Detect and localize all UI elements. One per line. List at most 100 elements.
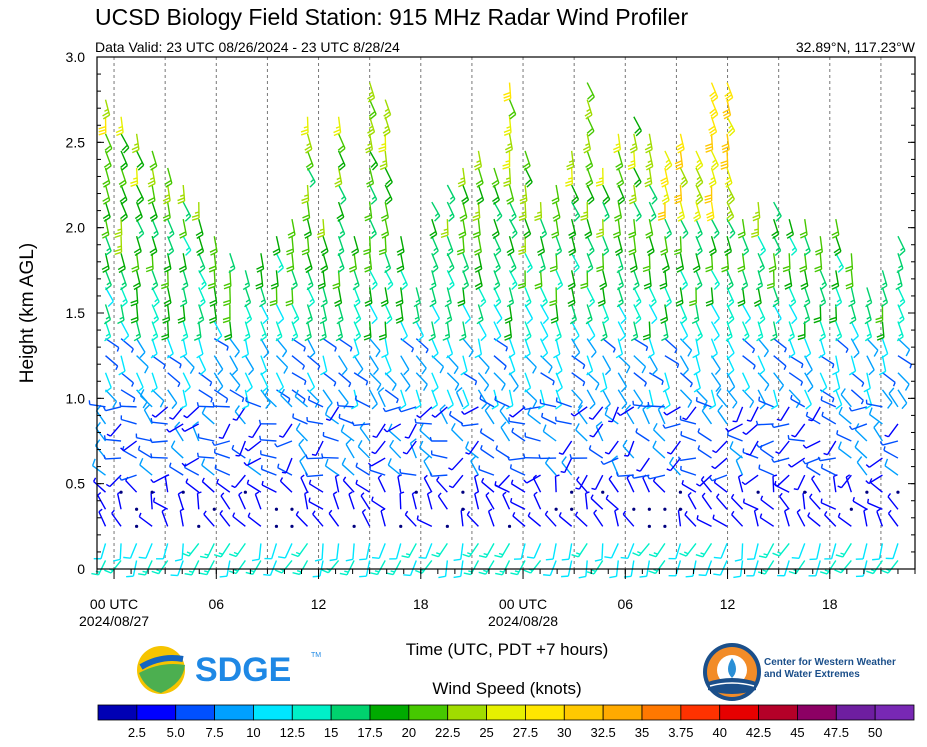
wind-barb xyxy=(199,543,215,559)
wind-barb xyxy=(213,355,224,376)
barb-staff xyxy=(509,420,526,425)
barb-staff xyxy=(369,372,382,385)
barb-half-flag xyxy=(404,510,409,516)
barb-flag xyxy=(396,248,404,253)
barb-flag xyxy=(711,162,718,168)
barb-staff xyxy=(720,543,728,559)
barb-flag xyxy=(353,301,361,308)
colorbar-tick-label: 32.5 xyxy=(590,725,615,740)
wind-barb xyxy=(574,511,588,527)
barb-flag xyxy=(729,232,736,239)
barb-half-flag xyxy=(588,445,592,450)
wind-barb xyxy=(453,560,464,579)
barb-half-flag xyxy=(666,298,671,303)
wind-barb xyxy=(896,490,900,494)
barb-staff xyxy=(431,372,439,388)
wind-barb xyxy=(560,457,573,474)
barb-half-flag xyxy=(152,333,157,337)
barb-flag xyxy=(494,250,502,256)
barb-flag xyxy=(199,301,206,308)
wind-barb xyxy=(542,424,557,442)
wind-barb xyxy=(553,338,561,359)
barb-flag xyxy=(732,401,738,409)
calm-dot xyxy=(849,507,853,511)
barb-flag xyxy=(759,403,766,410)
wind-barb xyxy=(586,560,604,575)
barb-flag xyxy=(661,182,669,188)
wind-barb xyxy=(352,270,360,291)
wind-barb xyxy=(852,496,868,510)
barb-flag xyxy=(766,285,775,290)
barb-half-flag xyxy=(250,569,255,573)
barb-flag xyxy=(121,216,128,222)
wind-barb xyxy=(118,355,126,376)
x-tick-label: 00 UTC xyxy=(499,596,547,612)
barb-staff xyxy=(713,481,728,493)
barb-flag xyxy=(819,301,826,308)
barb-staff xyxy=(757,355,766,371)
wind-barb xyxy=(395,304,404,324)
wind-barb xyxy=(499,404,511,425)
barb-staff xyxy=(251,423,262,438)
barb-flag xyxy=(574,351,581,359)
wind-barb xyxy=(663,507,667,511)
barb-flag xyxy=(511,283,518,291)
barb-flag xyxy=(864,319,872,325)
barb-staff xyxy=(477,321,487,336)
barb-half-flag xyxy=(233,568,239,572)
wind-barb xyxy=(771,218,780,239)
wind-barb xyxy=(384,355,392,376)
barb-staff xyxy=(213,321,223,337)
barb-flag xyxy=(304,145,312,151)
barb-flag xyxy=(121,165,128,171)
barb-staff xyxy=(714,457,728,470)
barb-staff xyxy=(295,514,309,527)
wind-barb xyxy=(493,287,502,308)
barb-half-flag xyxy=(591,569,596,573)
barb-flag xyxy=(665,233,672,239)
barb-flag xyxy=(752,217,760,222)
wind-barb xyxy=(824,543,837,560)
barb-staff xyxy=(509,457,526,461)
barb-staff xyxy=(617,338,624,355)
wind-barb xyxy=(352,524,356,528)
wind-barb xyxy=(431,372,439,393)
barb-staff xyxy=(474,493,480,510)
barb-flag xyxy=(277,267,284,274)
wind-barb xyxy=(112,543,122,562)
barb-flag xyxy=(561,575,569,578)
wind-barb xyxy=(369,184,378,205)
barb-half-flag xyxy=(541,230,546,235)
barb-flag xyxy=(137,386,144,393)
barb-flag xyxy=(101,231,109,236)
barb-half-flag xyxy=(522,405,526,410)
wind-barb xyxy=(139,457,153,476)
barb-staff xyxy=(836,433,852,442)
barb-staff xyxy=(231,448,246,459)
barb-flag xyxy=(820,386,828,393)
barb-flag xyxy=(229,553,237,558)
barb-flag xyxy=(432,250,439,257)
barb-flag xyxy=(800,285,809,290)
barb-flag xyxy=(711,96,719,103)
wind-barb xyxy=(558,440,573,455)
barb-flag xyxy=(675,299,683,304)
wind-barb xyxy=(881,560,899,574)
wind-barb xyxy=(695,270,703,291)
barb-staff xyxy=(804,372,814,387)
barb-flag xyxy=(494,301,502,308)
barb-half-flag xyxy=(321,316,327,320)
barb-staff xyxy=(695,389,708,402)
barb-staff xyxy=(737,476,744,493)
wind-barb xyxy=(466,510,479,527)
wind-barb xyxy=(617,389,628,410)
barb-staff xyxy=(167,389,178,404)
barb-flag xyxy=(301,248,309,253)
barb-half-flag xyxy=(449,264,454,269)
wind-barb xyxy=(508,218,518,239)
wind-barb xyxy=(679,270,689,291)
wind-barb xyxy=(429,472,448,477)
wind-barb xyxy=(256,253,265,273)
wind-barb xyxy=(306,287,315,308)
barb-flag xyxy=(480,335,487,342)
